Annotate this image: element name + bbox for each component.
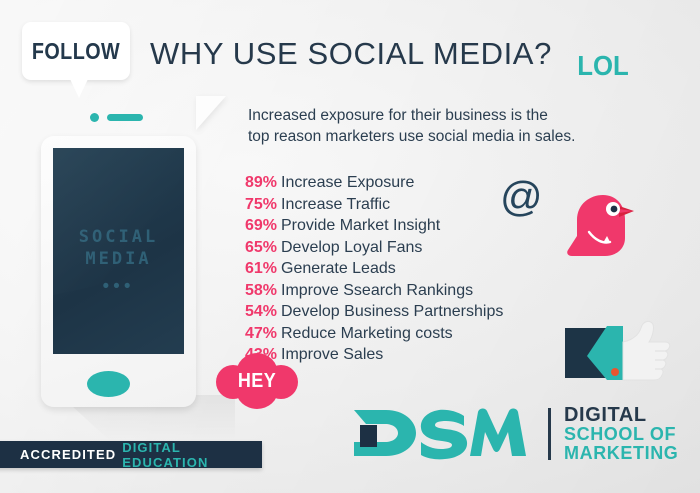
intro-paragraph: Increased exposure for their business is… — [248, 105, 668, 147]
hey-badge-blob — [236, 371, 278, 409]
stat-percent: 47% — [245, 324, 278, 342]
stat-percent: 65% — [245, 238, 278, 256]
stat-label: Increase Exposure — [281, 174, 415, 191]
list-item: 89% Increase Exposure — [245, 172, 585, 194]
list-item: 75% Increase Traffic — [245, 194, 585, 216]
dsm-logo-divider — [548, 408, 551, 460]
chat-dot-icon — [90, 113, 99, 122]
at-sign-icon: @ — [500, 173, 543, 220]
dsm-logomark — [352, 404, 530, 462]
list-item: 58% Improve Ssearch Rankings — [245, 280, 585, 302]
dsm-word-school-of: SCHOOL OF — [564, 424, 677, 444]
folded-corner-decoration — [196, 96, 226, 130]
stat-percent: 54% — [245, 303, 278, 320]
bird-icon — [563, 190, 635, 260]
list-item: 69% Provide Market Insight — [245, 215, 585, 237]
phone-screen: SOCIAL MEDIA ••• — [53, 148, 184, 354]
follow-badge-tail — [70, 79, 88, 98]
stat-percent: 61% — [245, 260, 278, 277]
phone-screen-line-2: MEDIA — [85, 249, 152, 269]
stat-label: Provide Market Insight — [281, 217, 441, 234]
intro-line-1: Increased exposure for their business is… — [248, 107, 548, 124]
intro-line-2: top reason marketers use social media in… — [248, 128, 576, 145]
dsm-word-digital: DIGITAL — [564, 404, 647, 426]
follow-badge: FOLLOW — [22, 22, 130, 80]
dsm-word-marketing: MARKETING — [564, 443, 679, 463]
smartphone-illustration: SOCIAL MEDIA ••• — [41, 136, 196, 407]
stat-percent: 69% — [245, 217, 278, 234]
thumbs-up-icon — [563, 318, 671, 388]
stat-label: Reduce Marketing costs — [281, 324, 453, 342]
stat-percent: 75% — [245, 195, 278, 213]
stat-percent: 89% — [245, 174, 278, 191]
accredited-label: ACCREDITED — [20, 447, 117, 462]
stat-percent: 58% — [245, 281, 278, 299]
follow-badge-label: FOLLOW — [31, 37, 121, 64]
list-item: 54% Develop Business Partnerships — [245, 301, 585, 323]
accredited-banner: ACCREDITED DIGITAL EDUCATION — [0, 439, 262, 470]
dsm-logo-wordmark: DIGITAL SCHOOL OF MARKETING — [564, 404, 679, 463]
stat-label: Improve Ssearch Rankings — [281, 281, 474, 299]
phone-home-button — [87, 371, 130, 397]
lol-badge: LOL — [577, 50, 629, 81]
statistics-list: 89% Increase Exposure 75% Increase Traff… — [245, 172, 585, 366]
stat-label: Generate Leads — [281, 260, 396, 277]
phone-screen-line-1: SOCIAL — [78, 227, 159, 247]
dsm-logo: DIGITAL SCHOOL OF MARKETING — [352, 404, 678, 472]
stat-label: Increase Traffic — [281, 195, 391, 213]
hey-badge-label: HEY — [237, 369, 277, 392]
stat-label: Develop Loyal Fans — [281, 238, 423, 256]
chat-bar-icon — [107, 114, 143, 121]
digital-education-label: DIGITAL EDUCATION — [122, 439, 209, 470]
phone-screen-text: SOCIAL MEDIA — [53, 226, 184, 270]
stat-label: Improve Sales — [281, 346, 384, 363]
list-item: 61% Generate Leads — [245, 258, 585, 280]
hey-badge: HEY — [216, 353, 298, 409]
page-title: WHY USE SOCIAL MEDIA? — [150, 36, 552, 71]
list-item: 47% Reduce Marketing costs — [245, 323, 585, 345]
stat-label: Develop Business Partnerships — [281, 303, 504, 320]
list-item: 65% Develop Loyal Fans — [245, 237, 585, 259]
ellipsis-icon: ••• — [102, 276, 135, 297]
